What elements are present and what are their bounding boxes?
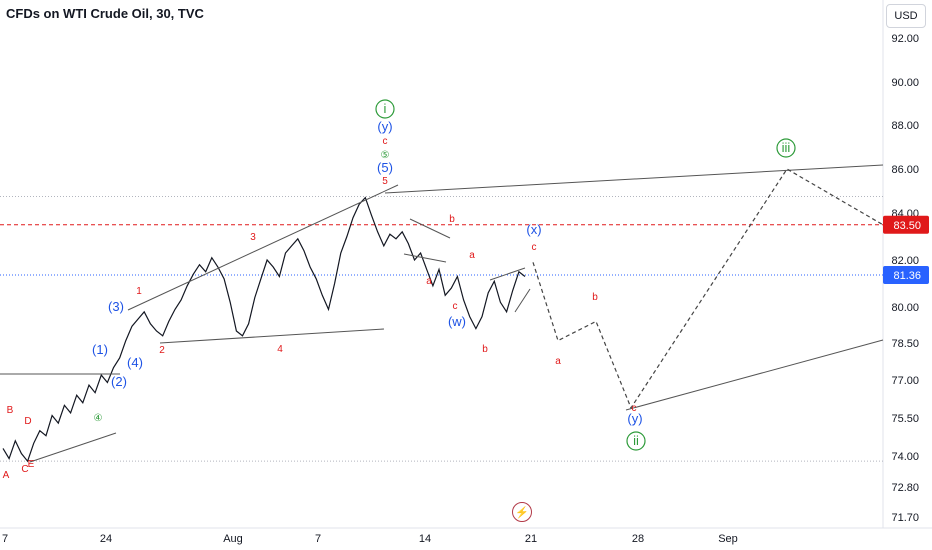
wave-label: (y) [627,411,642,426]
y-tick-label: 77.00 [891,375,919,387]
y-tick-label: 88.00 [891,120,919,132]
wave-label: (1) [92,342,108,357]
wave-label: (4) [127,355,143,370]
wave-label: b [482,344,488,355]
wave-label: (5) [377,160,393,175]
wave-label: b [592,292,598,303]
x-tick-label: 21 [525,533,537,545]
wave-label: ④ [94,413,103,424]
wave-label: iii [782,140,791,155]
wave-circle [375,99,395,119]
wave-label: 3 [250,232,256,243]
rising-channel-upper [127,184,399,311]
price-label-text: 83.50 [893,220,921,232]
wave-label: c [383,136,388,147]
price-label-box [883,215,929,234]
price-label-box [883,266,929,285]
wave-label: D [24,416,31,427]
wave-label: ii [633,433,639,448]
wave-label: (2) [111,374,127,389]
wave-label: (x) [526,222,541,237]
wave-label: 1 [136,286,142,297]
wave-circle [776,138,796,158]
y-tick-label: 90.00 [891,77,919,89]
wave-label: a [426,276,432,287]
wave-label: (w) [448,314,466,329]
y-tick-label: 75.50 [891,413,919,425]
wave-label: a [469,250,475,261]
y-tick-label: 92.00 [891,33,919,45]
triangle-lower [403,253,447,263]
wave-label: c [532,242,537,253]
wedge-upper [489,267,526,281]
projection-path [532,168,884,410]
x-tick-label: 7 [315,533,321,545]
x-tick-label: 24 [100,533,112,545]
wave-label: ⑤ [381,150,390,161]
wave-label: (y) [377,119,392,134]
wave-label: 2 [159,345,165,356]
y-tick-label: 82.00 [891,255,919,267]
wave-label: i [384,101,387,116]
x-tick-label: Sep [718,533,738,545]
wave-label: b [449,214,455,225]
price-series-line [2,196,526,463]
wave-label: c [632,403,637,414]
y-tick-label: 86.00 [891,164,919,176]
lower-trendline [625,339,884,411]
upper-trendline [384,164,884,194]
wave-label: (3) [108,299,124,314]
wave-circle [626,431,646,451]
chart-title: CFDs on WTI Crude Oil, 30, TVC [6,6,204,21]
price-label-text: 81.36 [893,270,921,282]
wedge-lower [29,432,117,463]
y-tick-label: 80.00 [891,302,919,314]
x-tick-label: 28 [632,533,644,545]
triangle-upper [409,218,451,239]
x-tick-label: 14 [419,533,431,545]
x-tick-label: Aug [223,533,243,545]
wave-label: A [3,470,10,481]
wave-label: E [28,459,35,470]
wave-label: 4 [277,344,283,355]
currency-button[interactable]: USD [886,4,926,28]
wedge-lower-right [514,288,531,313]
wave-label: 5 [382,176,388,187]
x-tick-label: 7 [2,533,8,545]
wave-label: a [555,356,561,367]
wave-label: B [7,405,14,416]
rising-channel-lower [159,328,385,344]
y-tick-label: 72.80 [891,482,919,494]
y-tick-label: 74.00 [891,451,919,463]
wave-label: C [21,464,28,475]
tradingview-logo-icon: ⚡ [512,502,532,522]
y-tick-label: 78.50 [891,338,919,350]
wave-label: c [453,301,458,312]
y-tick-label: 71.70 [891,512,919,524]
